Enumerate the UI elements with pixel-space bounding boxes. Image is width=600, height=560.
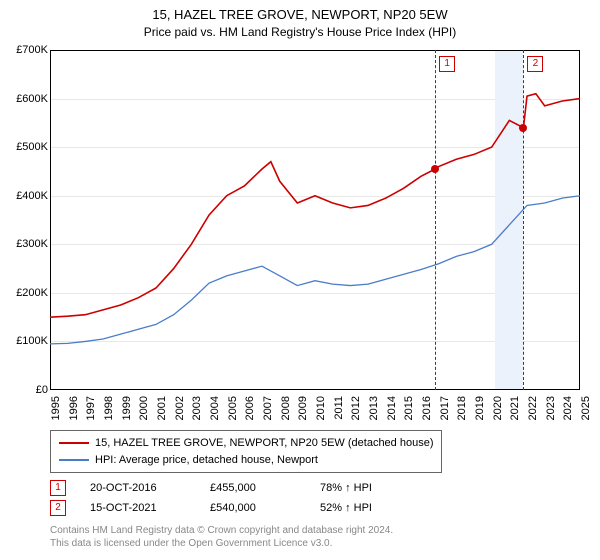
legend-label: 15, HAZEL TREE GROVE, NEWPORT, NP20 5EW …	[95, 435, 433, 452]
x-tick-label: 2021	[509, 396, 521, 436]
chart-series-line	[50, 94, 580, 317]
y-tick-label: £100K	[0, 335, 48, 347]
y-tick-label: £600K	[0, 93, 48, 105]
marker-index-box: 2	[527, 56, 543, 72]
transaction-pct: 52% ↑ HPI	[320, 502, 440, 514]
page-title: 15, HAZEL TREE GROVE, NEWPORT, NP20 5EW	[0, 6, 600, 24]
x-tick-label: 2018	[456, 396, 468, 436]
marker-dot	[519, 124, 527, 132]
y-tick-label: £200K	[0, 287, 48, 299]
table-row: 1 20-OCT-2016 £455,000 78% ↑ HPI	[50, 478, 440, 498]
y-tick-label: £300K	[0, 238, 48, 250]
legend-item: 15, HAZEL TREE GROVE, NEWPORT, NP20 5EW …	[59, 435, 433, 452]
chart-container: 15, HAZEL TREE GROVE, NEWPORT, NP20 5EW …	[0, 0, 600, 560]
transaction-date: 20-OCT-2016	[90, 482, 210, 494]
chart-lines	[50, 50, 580, 390]
transaction-pct: 78% ↑ HPI	[320, 482, 440, 494]
y-tick-label: £500K	[0, 141, 48, 153]
page-subtitle: Price paid vs. HM Land Registry's House …	[0, 24, 600, 40]
transaction-date: 15-OCT-2021	[90, 502, 210, 514]
y-tick-label: £400K	[0, 190, 48, 202]
footer-line: This data is licensed under the Open Gov…	[50, 537, 393, 550]
table-row: 2 15-OCT-2021 £540,000 52% ↑ HPI	[50, 498, 440, 518]
transaction-price: £540,000	[210, 502, 320, 514]
x-tick-label: 2019	[474, 396, 486, 436]
x-tick-label: 2025	[580, 396, 592, 436]
footer-line: Contains HM Land Registry data © Crown c…	[50, 524, 393, 537]
x-tick-label: 2020	[492, 396, 504, 436]
x-tick-label: 2023	[545, 396, 557, 436]
transaction-index-box: 1	[50, 480, 66, 496]
x-tick-label: 2024	[562, 396, 574, 436]
footer-attribution: Contains HM Land Registry data © Crown c…	[50, 524, 393, 550]
x-tick-label: 2022	[527, 396, 539, 436]
marker-dot	[431, 165, 439, 173]
marker-index-box: 1	[439, 56, 455, 72]
transaction-price: £455,000	[210, 482, 320, 494]
legend-item: HPI: Average price, detached house, Newp…	[59, 452, 433, 469]
y-tick-label: £0	[0, 384, 48, 396]
legend-label: HPI: Average price, detached house, Newp…	[95, 452, 318, 469]
transaction-index-box: 2	[50, 500, 66, 516]
transaction-table: 1 20-OCT-2016 £455,000 78% ↑ HPI 2 15-OC…	[50, 478, 440, 518]
legend-swatch	[59, 442, 89, 444]
y-tick-label: £700K	[0, 44, 48, 56]
legend-swatch	[59, 459, 89, 461]
legend: 15, HAZEL TREE GROVE, NEWPORT, NP20 5EW …	[50, 430, 442, 473]
chart-series-line	[50, 196, 580, 344]
title-block: 15, HAZEL TREE GROVE, NEWPORT, NP20 5EW …	[0, 0, 600, 40]
